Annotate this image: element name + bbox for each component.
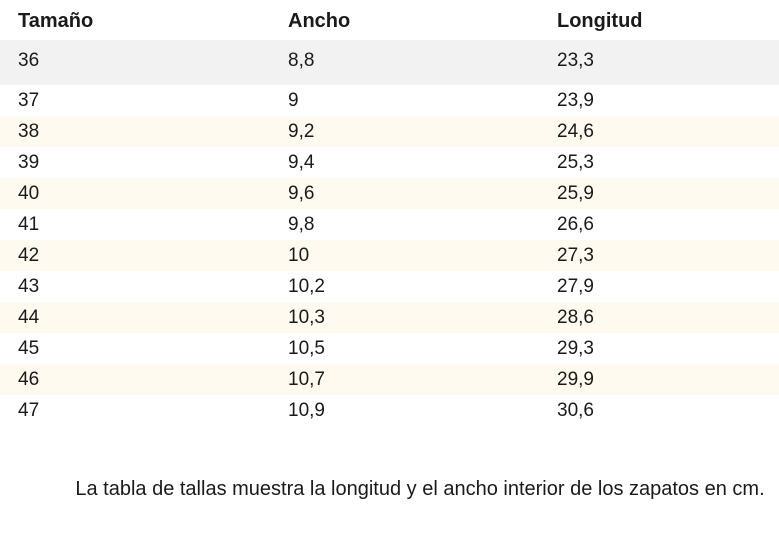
- table-row: 44 10,3 28,6: [0, 302, 779, 333]
- cell-size: 42: [18, 244, 40, 266]
- cell-size: 36: [18, 49, 40, 71]
- cell-size: 47: [18, 399, 40, 421]
- table-header-row: Tamaño Ancho Longitud: [0, 0, 779, 40]
- cell-length: 29,3: [557, 337, 594, 359]
- cell-width: 9,6: [288, 182, 315, 204]
- cell-size: 38: [18, 120, 40, 142]
- cell-size: 44: [18, 306, 40, 328]
- cell-width: 10,3: [288, 306, 325, 328]
- cell-length: 27,3: [557, 244, 594, 266]
- cell-width: 10,7: [288, 368, 325, 390]
- table-row: 40 9,6 25,9: [0, 178, 779, 209]
- header-size: Tamaño: [18, 9, 94, 32]
- size-table: Tamaño Ancho Longitud 36 8,8 23,3 37 9 23,9 38…: [0, 0, 779, 426]
- cell-size: 40: [18, 182, 40, 204]
- cell-width: 10,9: [288, 399, 325, 421]
- cell-size: 45: [18, 337, 40, 359]
- header-length: Longitud: [557, 9, 643, 32]
- header-width: Ancho: [288, 9, 351, 32]
- table-row: 38 9,2 24,6: [0, 116, 779, 147]
- cell-width: 10,2: [288, 275, 325, 297]
- cell-size: 37: [18, 89, 40, 111]
- cell-length: 28,6: [557, 306, 594, 328]
- table-row: 42 10 27,3: [0, 240, 779, 271]
- cell-length: 25,3: [557, 151, 594, 173]
- table-row: 47 10,9 30,6: [0, 395, 779, 426]
- cell-width: 8,8: [288, 49, 315, 71]
- cell-length: 25,9: [557, 182, 594, 204]
- table-row: 46 10,7 29,9: [0, 364, 779, 395]
- cell-length: 23,3: [557, 49, 594, 71]
- cell-length: 24,6: [557, 120, 594, 142]
- cell-length: 27,9: [557, 275, 594, 297]
- table-row: 45 10,5 29,3: [0, 333, 779, 364]
- cell-length: 30,6: [557, 399, 594, 421]
- cell-width: 9,2: [288, 120, 315, 142]
- cell-width: 9,4: [288, 151, 315, 173]
- table-row: 37 9 23,9: [0, 85, 779, 116]
- table-row: 39 9,4 25,3: [0, 147, 779, 178]
- table-row: 36 8,8 23,3: [0, 40, 779, 85]
- table-row: 41 9,8 26,6: [0, 209, 779, 240]
- cell-size: 41: [18, 213, 40, 235]
- cell-size: 43: [18, 275, 40, 297]
- table-caption: La tabla de tallas muestra la longitud y…: [75, 478, 765, 500]
- cell-size: 39: [18, 151, 40, 173]
- cell-width: 10,5: [288, 337, 325, 359]
- cell-width: 9: [288, 89, 299, 111]
- cell-width: 9,8: [288, 213, 315, 235]
- cell-length: 29,9: [557, 368, 594, 390]
- cell-length: 23,9: [557, 89, 594, 111]
- cell-size: 46: [18, 368, 40, 390]
- table-row: 43 10,2 27,9: [0, 271, 779, 302]
- cell-length: 26,6: [557, 213, 594, 235]
- cell-width: 10: [288, 244, 310, 266]
- table-body: 36 8,8 23,3 37 9 23,9 38 9,2 24,6 39 9,4 25,3 40 9,6 2…: [0, 40, 779, 426]
